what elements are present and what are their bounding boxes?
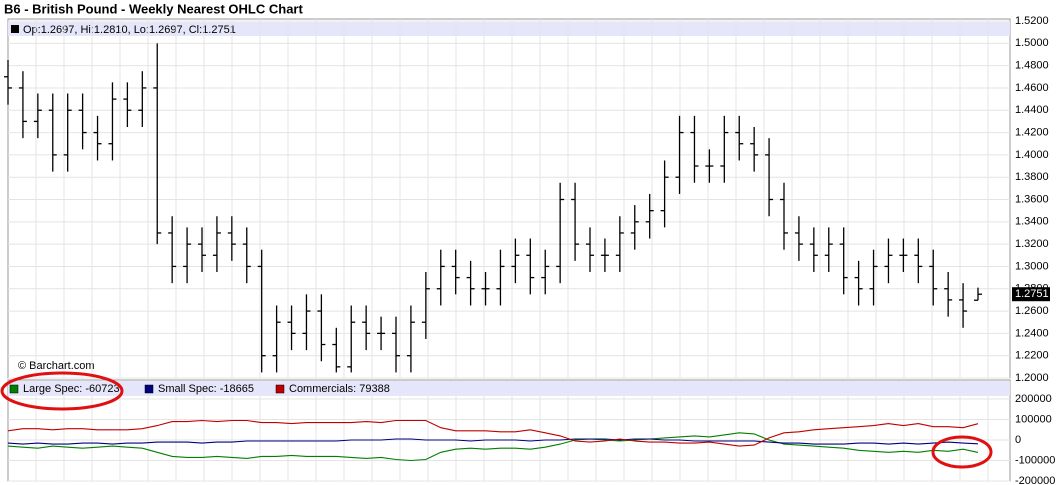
- chart-title: B6 - British Pound - Weekly Nearest OHLC…: [4, 1, 303, 16]
- legend-label: Commercials: 79388: [289, 383, 390, 395]
- y-tick-label: 1.3600: [1015, 193, 1049, 205]
- y-tick-label: 1.4200: [1015, 126, 1049, 138]
- highlight-ellipse: [0, 371, 124, 411]
- y-tick-label: 1.2400: [1015, 327, 1049, 339]
- info-swatch: [11, 25, 19, 33]
- legend-bar: [8, 381, 1010, 396]
- y-tick-label: 1.3800: [1015, 171, 1049, 183]
- highlight-ellipse: [931, 435, 993, 469]
- legend-label: Small Spec: -18665: [158, 383, 254, 395]
- y-tick-label: 1.4800: [1015, 60, 1049, 72]
- y-tick-label: 1.5200: [1015, 15, 1049, 27]
- y-tick-label: -100000: [1015, 454, 1055, 466]
- cot-line: [7, 438, 979, 445]
- legend-label: Large Spec: -60723: [23, 383, 120, 395]
- legend-swatch: [275, 384, 285, 394]
- cot-line: [7, 419, 979, 447]
- legend-swatch: [144, 384, 154, 394]
- y-tick-label: 1.4000: [1015, 149, 1049, 161]
- info-bar: [8, 22, 1010, 36]
- y-tick-label: -200000: [1015, 475, 1055, 485]
- y-tick-label: 0: [1015, 434, 1021, 446]
- y-tick-label: 1.5000: [1015, 37, 1049, 49]
- source: © Barchart.com: [18, 360, 95, 372]
- y-tick-label: 100000: [1015, 413, 1052, 425]
- y-tick-label: 200000: [1015, 393, 1052, 405]
- last-price-box: [1012, 287, 1050, 302]
- y-tick-label: 1.2200: [1015, 350, 1049, 362]
- y-tick-label: 1.2000: [1015, 372, 1049, 384]
- y-tick-label: 1.4600: [1015, 82, 1049, 94]
- info-text: Op:1.2697, Hi:1.2810, Lo:1.2697, Cl:1.27…: [23, 24, 236, 36]
- y-tick-label: 1.3200: [1015, 238, 1049, 250]
- y-tick-label: 1.3000: [1015, 260, 1049, 272]
- y-tick-label: 1.4400: [1015, 104, 1049, 116]
- cot-line: [7, 432, 979, 462]
- y-tick-label: 1.3400: [1015, 216, 1049, 228]
- y-tick-label: 1.2600: [1015, 305, 1049, 317]
- legend-swatch: [9, 384, 19, 394]
- last-price-label: 1.2751: [1015, 288, 1049, 300]
